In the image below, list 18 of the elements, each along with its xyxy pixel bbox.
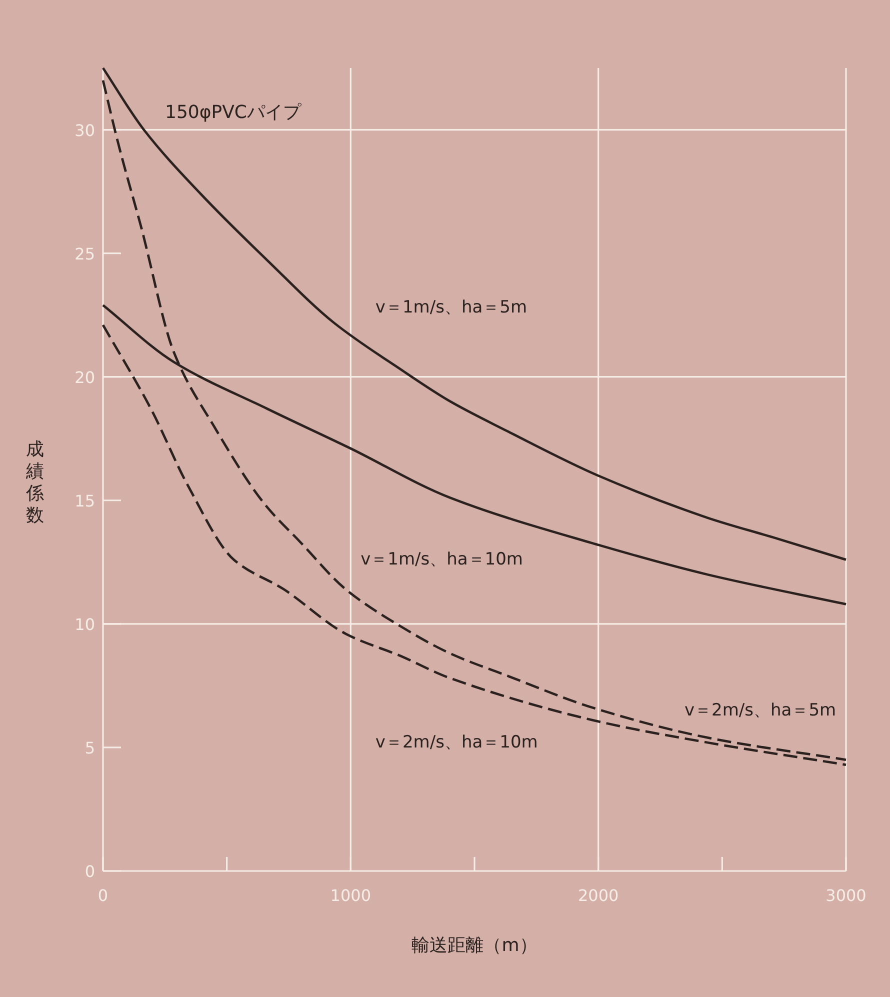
x-tick-label: 2000 [578, 886, 619, 905]
y-tick-label: 15 [74, 491, 95, 510]
y-tick-label: 10 [74, 614, 95, 634]
x-tick-label: 3000 [826, 886, 866, 905]
y-axis-title: 成績係数 [25, 439, 44, 526]
x-tick-label: 0 [98, 886, 108, 905]
annotation: 150φPVCパイプ [165, 102, 302, 123]
series-label: v＝1m/s、ha＝5m [375, 298, 528, 318]
x-axis-title: 輸送距離（m） [412, 935, 538, 956]
y-tick-label: 25 [74, 244, 95, 264]
y-tick-label: 0 [84, 862, 95, 881]
y-tick-label: 20 [74, 368, 95, 387]
y-tick-label: 30 [74, 120, 95, 140]
y-tick-label: 5 [84, 738, 95, 758]
series-label: v＝1m/s、ha＝10m [360, 550, 523, 570]
series-label: v＝2m/s、ha＝5m [684, 700, 836, 720]
x-tick-label: 1000 [330, 886, 372, 905]
series-label: v＝2m/s、ha＝10m [375, 732, 538, 752]
